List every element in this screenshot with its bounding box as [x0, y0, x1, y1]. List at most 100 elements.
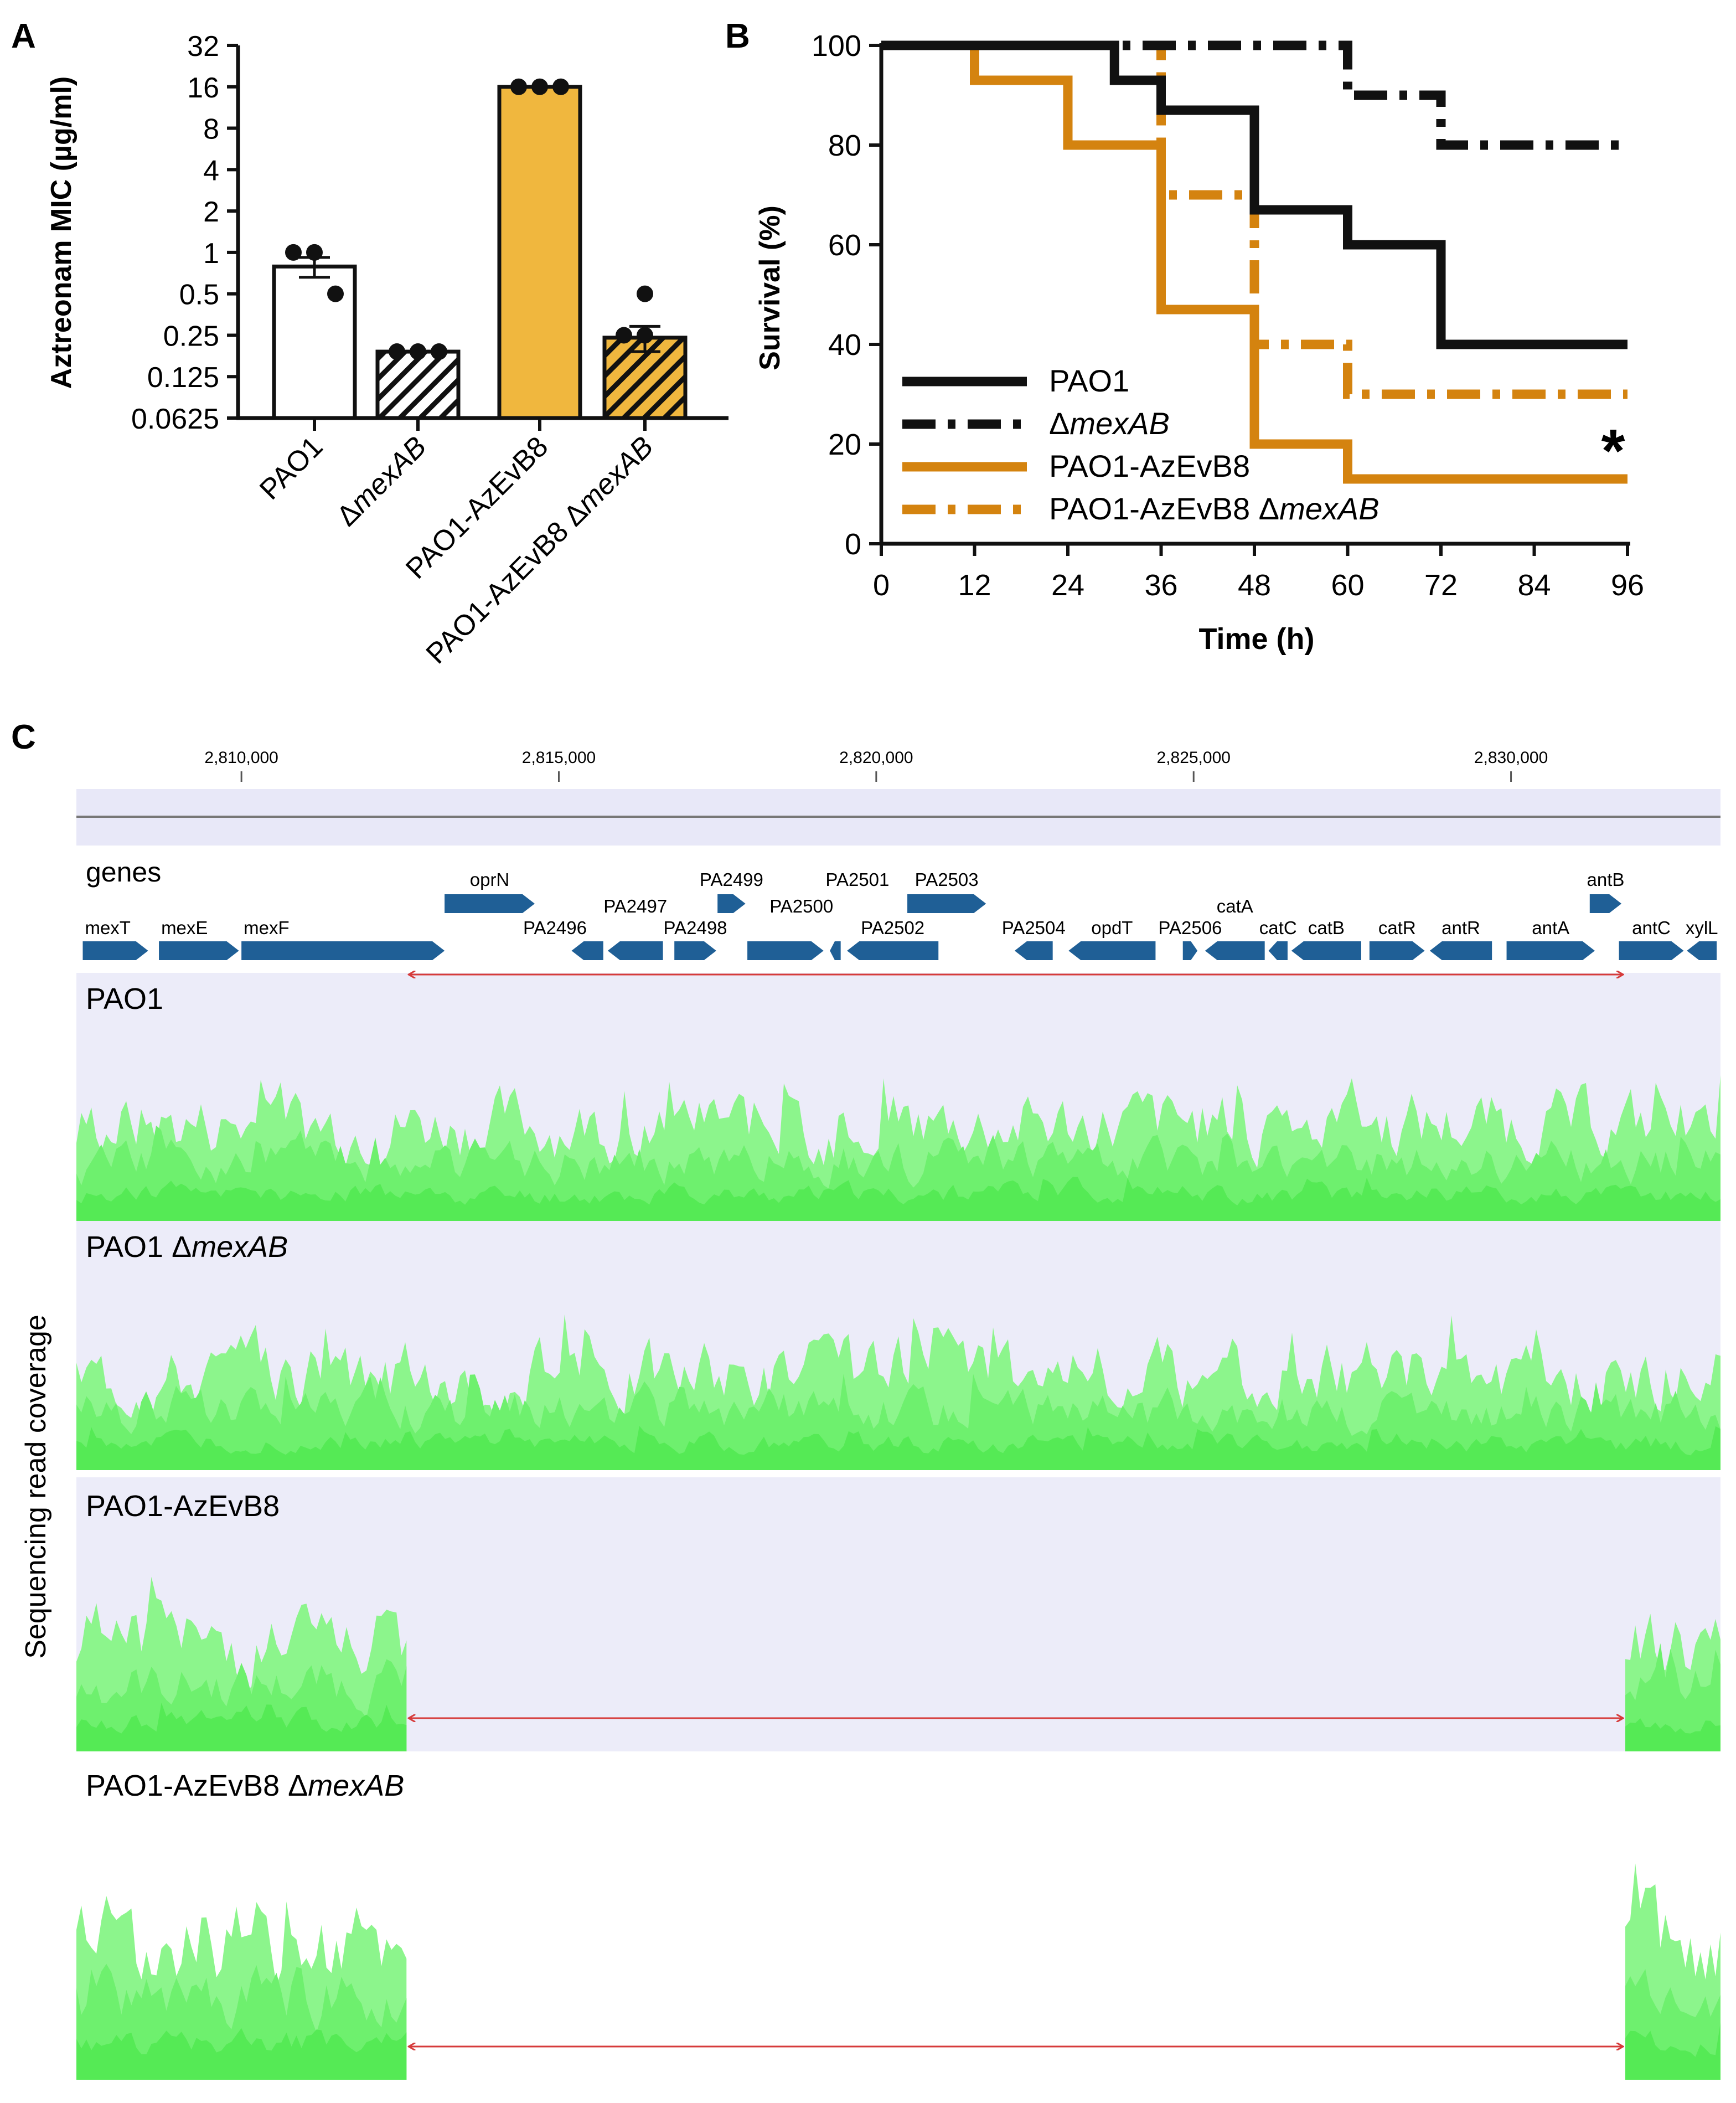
panel-a-xtick-label-text: PAO1 — [254, 430, 329, 506]
panel-c-axis-label: 2,820,000 — [839, 749, 913, 767]
panel-a-y-ticks: 32 16 8 4 2 1 0.5 0.25 0.125 0.0625 — [131, 30, 238, 435]
panel-c-gene-label: antC — [1632, 918, 1671, 938]
panel-c-gene-label: mexT — [85, 918, 131, 938]
panel-a-data-point — [531, 78, 548, 95]
panel-c-coverage-area — [1625, 1643, 1720, 1751]
panel-a-xtick-label: PAO1 — [254, 430, 329, 506]
panel-c-gene-label: antA — [1532, 918, 1569, 938]
panel-c-gene-opdT — [1068, 941, 1156, 960]
panel-c-gene-label: catB — [1308, 918, 1345, 938]
panel-b-ticks: 0 20 40 60 80 100 0 12 24 36 48 60 72 84 96 — [812, 29, 1644, 602]
panel-b-xlabel: Time (h) — [1198, 622, 1314, 656]
panel-a-ytick-label: 0.25 — [163, 320, 219, 352]
panel-c-axis-label: 2,815,000 — [522, 749, 596, 767]
panel-c-track-label-italic: mexAB — [308, 1769, 404, 1802]
panel-c-gene-PA2501 — [830, 941, 841, 960]
panel-b-xtick-label: 24 — [1051, 569, 1084, 602]
panel-c-axis-label: 2,810,000 — [204, 749, 278, 767]
panel-c-gene-PA2496 — [571, 941, 603, 960]
panel-b-legend-label-text: Δ — [1049, 406, 1070, 441]
panel-c-track-label: PAO1 ΔmexAB — [86, 1230, 288, 1264]
panel-c-gene-label: PA2500 — [769, 896, 833, 916]
panel-c-gene-label: xylL — [1686, 918, 1718, 938]
panel-a-data-point — [306, 244, 323, 261]
panel-c-gene-mexT — [82, 941, 148, 960]
panel-c-gene-label: catC — [1259, 918, 1297, 938]
panel-b-xtick-label: 60 — [1331, 569, 1364, 602]
panel-c-track-label-text: PAO1 Δ — [86, 1230, 192, 1264]
panel-c-gene-PA2504 — [1014, 941, 1053, 960]
panel-a-bar — [375, 349, 461, 420]
panel-c-genome-axis: 2,810,000 2,815,000 2,820,000 2,825,000 2,83… — [76, 749, 1720, 846]
panel-b-xtick-label: 36 — [1144, 569, 1177, 602]
panel-c-gene-label: antR — [1442, 918, 1480, 938]
panel-a-ytick-label: 0.0625 — [131, 403, 219, 435]
panel-c-gene-label: catR — [1378, 918, 1416, 938]
panel-b-legend-label-italic: mexAB — [1279, 491, 1380, 526]
panel-b-xtick-label: 72 — [1424, 569, 1458, 602]
panel-b-legend-label: PAO1 — [1049, 363, 1129, 398]
panel-b-ytick-label: 20 — [828, 428, 861, 461]
panel-c-track-label-text: PAO1-AzEvB8 — [86, 1489, 280, 1523]
panel-c-gene-antB — [1589, 894, 1622, 913]
panel-c-coverage-area-dark — [76, 2028, 407, 2080]
panel-a-ytick-label: 8 — [203, 114, 219, 146]
panel-b-ytick-label: 0 — [845, 528, 861, 561]
panel-a-data-point — [552, 78, 569, 95]
panel-b-legend-label: ΔmexAB — [1049, 406, 1170, 441]
panel-label-a: A — [11, 17, 36, 55]
panel-a-ytick-label: 32 — [187, 30, 219, 63]
panel-c-gene-PA2503 — [907, 894, 986, 913]
panel-b-series-line — [881, 40, 1628, 349]
panel-c-gene-PA2499 — [717, 894, 746, 913]
panel-b-legend-label-text: PAO1-AzEvB8 Δ — [1049, 491, 1279, 526]
panel-a-xtick-label-italic: mexAB — [571, 430, 660, 519]
panel-c-gene-label: PA2501 — [825, 869, 889, 890]
panel-c-gene-PA2506 — [1182, 941, 1198, 960]
panel-b-legend-label: PAO1-AzEvB8 ΔmexAB — [1049, 491, 1380, 526]
panel-c-track-label-text: PAO1-AzEvB8 Δ — [86, 1769, 308, 1802]
panel-c-gene-antC — [1619, 941, 1684, 960]
panel-b-xtick-label: 84 — [1517, 569, 1551, 602]
panel-c-gene-PA2502 — [847, 941, 939, 960]
panel-c-gene-label: PA2503 — [915, 869, 979, 890]
panel-c-coverage-area-dark — [76, 1177, 1720, 1221]
panel-a-data-point — [616, 327, 632, 344]
panel-a-ytick-label: 4 — [203, 154, 219, 187]
panel-c-gene-catR — [1369, 941, 1425, 960]
panel-b-xtick-label: 48 — [1238, 569, 1271, 602]
panel-a-data-point — [431, 343, 447, 360]
panel-a-ylabel: Aztreonam MIC (µg/ml) — [45, 76, 78, 389]
panel-a-data-point — [637, 285, 653, 302]
panel-b-legend-label: PAO1-AzEvB8 — [1049, 449, 1250, 483]
panel-c-gene-label: mexE — [161, 918, 208, 938]
panel-c-gene-label: PA2504 — [1002, 918, 1066, 938]
panel-c-gene-PA2500 — [747, 941, 824, 960]
panel-c-axis-label: 2,825,000 — [1156, 749, 1230, 767]
panel-a-bar — [497, 85, 582, 420]
panel-label-b: B — [725, 17, 750, 55]
panel-a-ytick-label: 1 — [203, 238, 219, 270]
panel-b-series-line — [881, 40, 1628, 399]
panel-c-genes-label: genes — [86, 857, 161, 888]
panel-b-ylabel: Survival (%) — [754, 205, 786, 370]
panel-c-gene-label: PA2496 — [523, 918, 587, 938]
panel-b-ytick-label: 80 — [828, 129, 861, 162]
panel-a-xtick-label: ΔmexAB — [330, 430, 432, 532]
panel-a-mic-bar-chart: Aztreonam MIC (µg/ml) 32 16 8 4 2 1 0.5 0.25 0.1… — [45, 30, 728, 670]
panel-c-gene-label: opdT — [1091, 918, 1133, 938]
panel-b-series-line — [881, 40, 1628, 484]
panel-c-gene-catB — [1291, 941, 1361, 960]
panel-b-legend-label-italic: mexAB — [1070, 406, 1170, 441]
panel-c-gene-label: catA — [1217, 896, 1253, 916]
panel-c-coverage-area-dark — [1625, 2022, 1720, 2080]
panel-c-coverage: Sequencing read coverage 2,810,000 2,815,… — [20, 749, 1720, 2080]
panel-a-ytick-label: 0.125 — [147, 362, 219, 394]
panel-b-ytick-label: 40 — [828, 328, 861, 362]
panel-c-gene-PA2498 — [674, 941, 716, 960]
panel-a-bars — [272, 78, 688, 420]
panel-c-gene-catC — [1268, 941, 1288, 960]
panel-c-gene-antA — [1506, 941, 1595, 960]
